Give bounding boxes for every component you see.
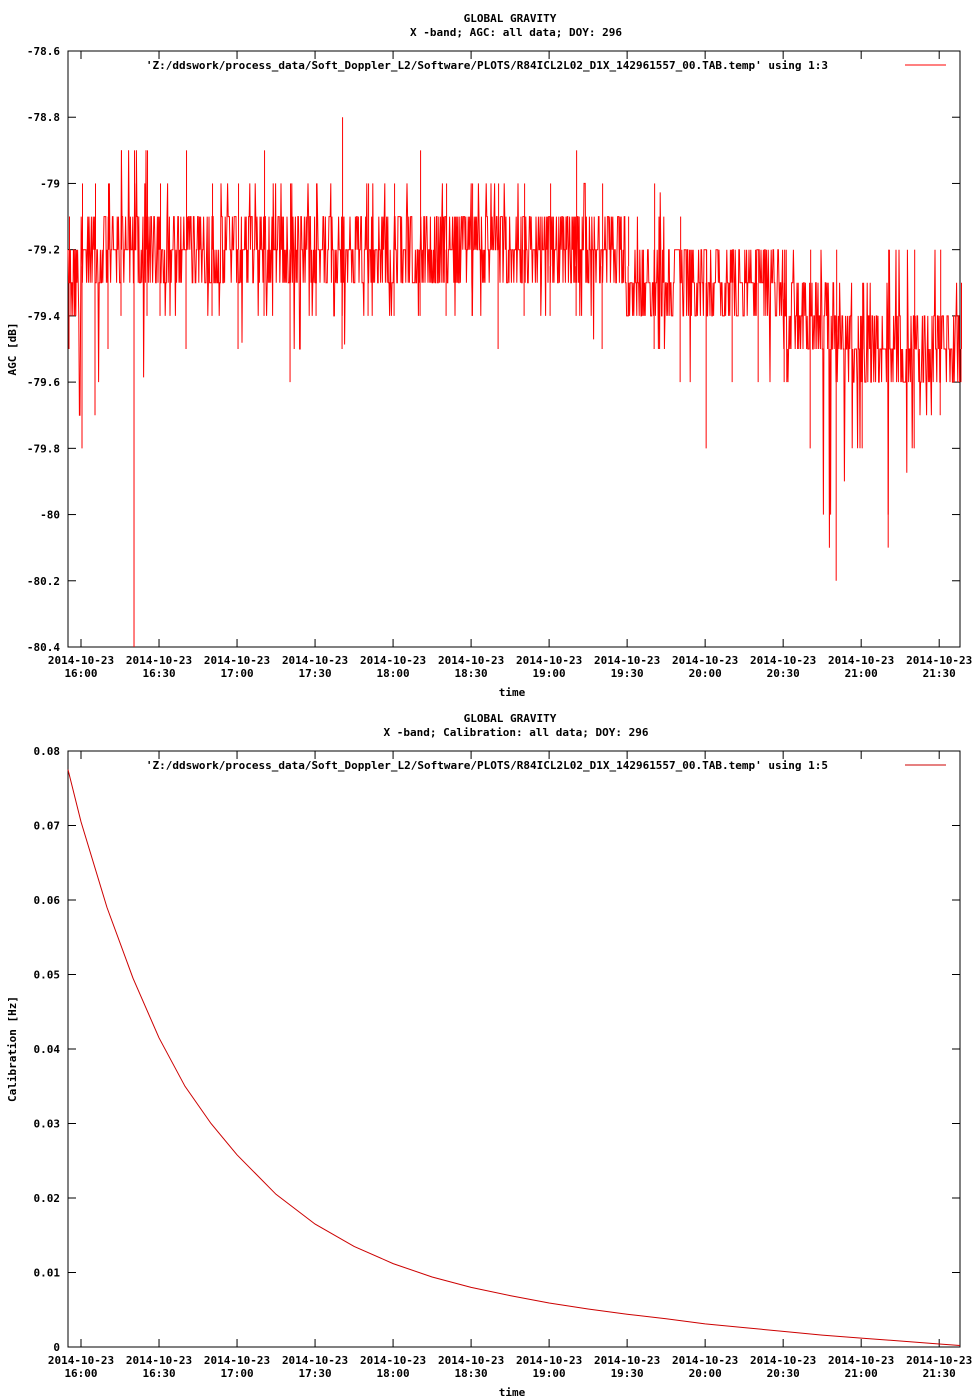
x-tick-label-time: 19:00	[533, 1367, 566, 1380]
x-tick-label-date: 2014-10-23	[594, 1354, 660, 1367]
x-tick-label-date: 2014-10-23	[282, 654, 348, 667]
x-tick-label-date: 2014-10-23	[906, 1354, 972, 1367]
x-tick-label-date: 2014-10-23	[282, 1354, 348, 1367]
y-tick-label: 0.05	[34, 969, 61, 982]
x-tick-label-time: 21:00	[845, 1367, 878, 1380]
x-tick-label-time: 18:00	[377, 667, 410, 680]
x-tick-label-date: 2014-10-23	[48, 654, 114, 667]
x-tick-label-time: 20:30	[767, 1367, 800, 1380]
x-tick-label-date: 2014-10-23	[672, 654, 738, 667]
x-tick-label-date: 2014-10-23	[360, 654, 426, 667]
y-tick-label: 0.08	[34, 745, 61, 758]
y-axis-label: Calibration [Hz]	[6, 996, 19, 1102]
y-tick-label: 0.07	[34, 820, 61, 833]
x-tick-label-time: 16:30	[142, 1367, 175, 1380]
x-tick-label-date: 2014-10-23	[828, 1354, 894, 1367]
x-tick-label-date: 2014-10-23	[48, 1354, 114, 1367]
chart-title: GLOBAL GRAVITY	[464, 12, 557, 25]
x-tick-label-time: 21:00	[845, 667, 878, 680]
series-line	[67, 769, 961, 1346]
x-tick-label-date: 2014-10-23	[516, 1354, 582, 1367]
x-tick-label-date: 2014-10-23	[438, 1354, 504, 1367]
x-tick-label-date: 2014-10-23	[672, 1354, 738, 1367]
x-tick-label-date: 2014-10-23	[360, 1354, 426, 1367]
x-tick-label-time: 19:00	[533, 667, 566, 680]
x-tick-label-time: 16:30	[142, 667, 175, 680]
x-tick-label-time: 19:30	[611, 1367, 644, 1380]
x-tick-label-date: 2014-10-23	[594, 654, 660, 667]
y-tick-label: -79.2	[27, 244, 60, 257]
y-tick-label: -79.6	[27, 376, 60, 389]
x-tick-label-time: 16:00	[64, 667, 97, 680]
x-tick-label-date: 2014-10-23	[906, 654, 972, 667]
x-tick-label-time: 18:30	[455, 1367, 488, 1380]
x-tick-label-time: 18:00	[377, 1367, 410, 1380]
y-tick-label: -80.2	[27, 575, 60, 588]
x-tick-label-date: 2014-10-23	[126, 654, 192, 667]
y-tick-label: -79.4	[27, 310, 60, 323]
x-tick-label-time: 21:30	[923, 1367, 956, 1380]
x-tick-label-date: 2014-10-23	[828, 654, 894, 667]
x-tick-label-date: 2014-10-23	[126, 1354, 192, 1367]
y-tick-label: -79.8	[27, 442, 60, 455]
plot-frame	[67, 50, 961, 648]
y-axis-label: AGC [dB]	[6, 323, 19, 376]
x-tick-label-date: 2014-10-23	[204, 654, 270, 667]
y-tick-label: 0.06	[34, 894, 61, 907]
x-tick-label-time: 17:00	[220, 667, 253, 680]
x-axis-label: time	[499, 686, 526, 699]
x-tick-label-time: 20:30	[767, 667, 800, 680]
y-tick-label: 0.04	[34, 1043, 61, 1056]
y-tick-label: -80.4	[27, 641, 60, 654]
x-tick-label-date: 2014-10-23	[516, 654, 582, 667]
x-tick-label-date: 2014-10-23	[204, 1354, 270, 1367]
y-tick-label: -79	[40, 177, 60, 190]
legend-label: 'Z:/ddswork/process_data/Soft_Doppler_L2…	[146, 759, 828, 772]
x-tick-label-time: 17:00	[220, 1367, 253, 1380]
y-tick-label: -78.6	[27, 45, 60, 58]
x-tick-label-time: 17:30	[298, 667, 331, 680]
plot-frame	[67, 750, 961, 1348]
x-tick-label-time: 20:00	[689, 1367, 722, 1380]
x-tick-label-time: 19:30	[611, 667, 644, 680]
x-tick-label-date: 2014-10-23	[438, 654, 504, 667]
chart-subtitle: X -band; AGC: all data; DOY: 296	[410, 26, 622, 39]
x-tick-label-time: 16:00	[64, 1367, 97, 1380]
x-tick-label-time: 17:30	[298, 1367, 331, 1380]
y-tick-label: 0.03	[34, 1118, 61, 1131]
legend-label: 'Z:/ddswork/process_data/Soft_Doppler_L2…	[146, 59, 828, 72]
chart-subtitle: X -band; Calibration: all data; DOY: 296	[384, 726, 649, 739]
x-tick-label-time: 21:30	[923, 667, 956, 680]
x-tick-label-date: 2014-10-23	[750, 654, 816, 667]
x-tick-label-time: 20:00	[689, 667, 722, 680]
x-axis-label: time	[499, 1386, 526, 1399]
y-tick-label: 0	[53, 1341, 60, 1354]
y-tick-label: -78.8	[27, 111, 60, 124]
x-tick-label-time: 18:30	[455, 667, 488, 680]
y-tick-label: 0.02	[34, 1192, 61, 1205]
y-tick-label: -80	[40, 509, 60, 522]
series-line	[67, 150, 961, 548]
chart-title: GLOBAL GRAVITY	[464, 712, 557, 725]
x-tick-label-date: 2014-10-23	[750, 1354, 816, 1367]
y-tick-label: 0.01	[34, 1267, 61, 1280]
